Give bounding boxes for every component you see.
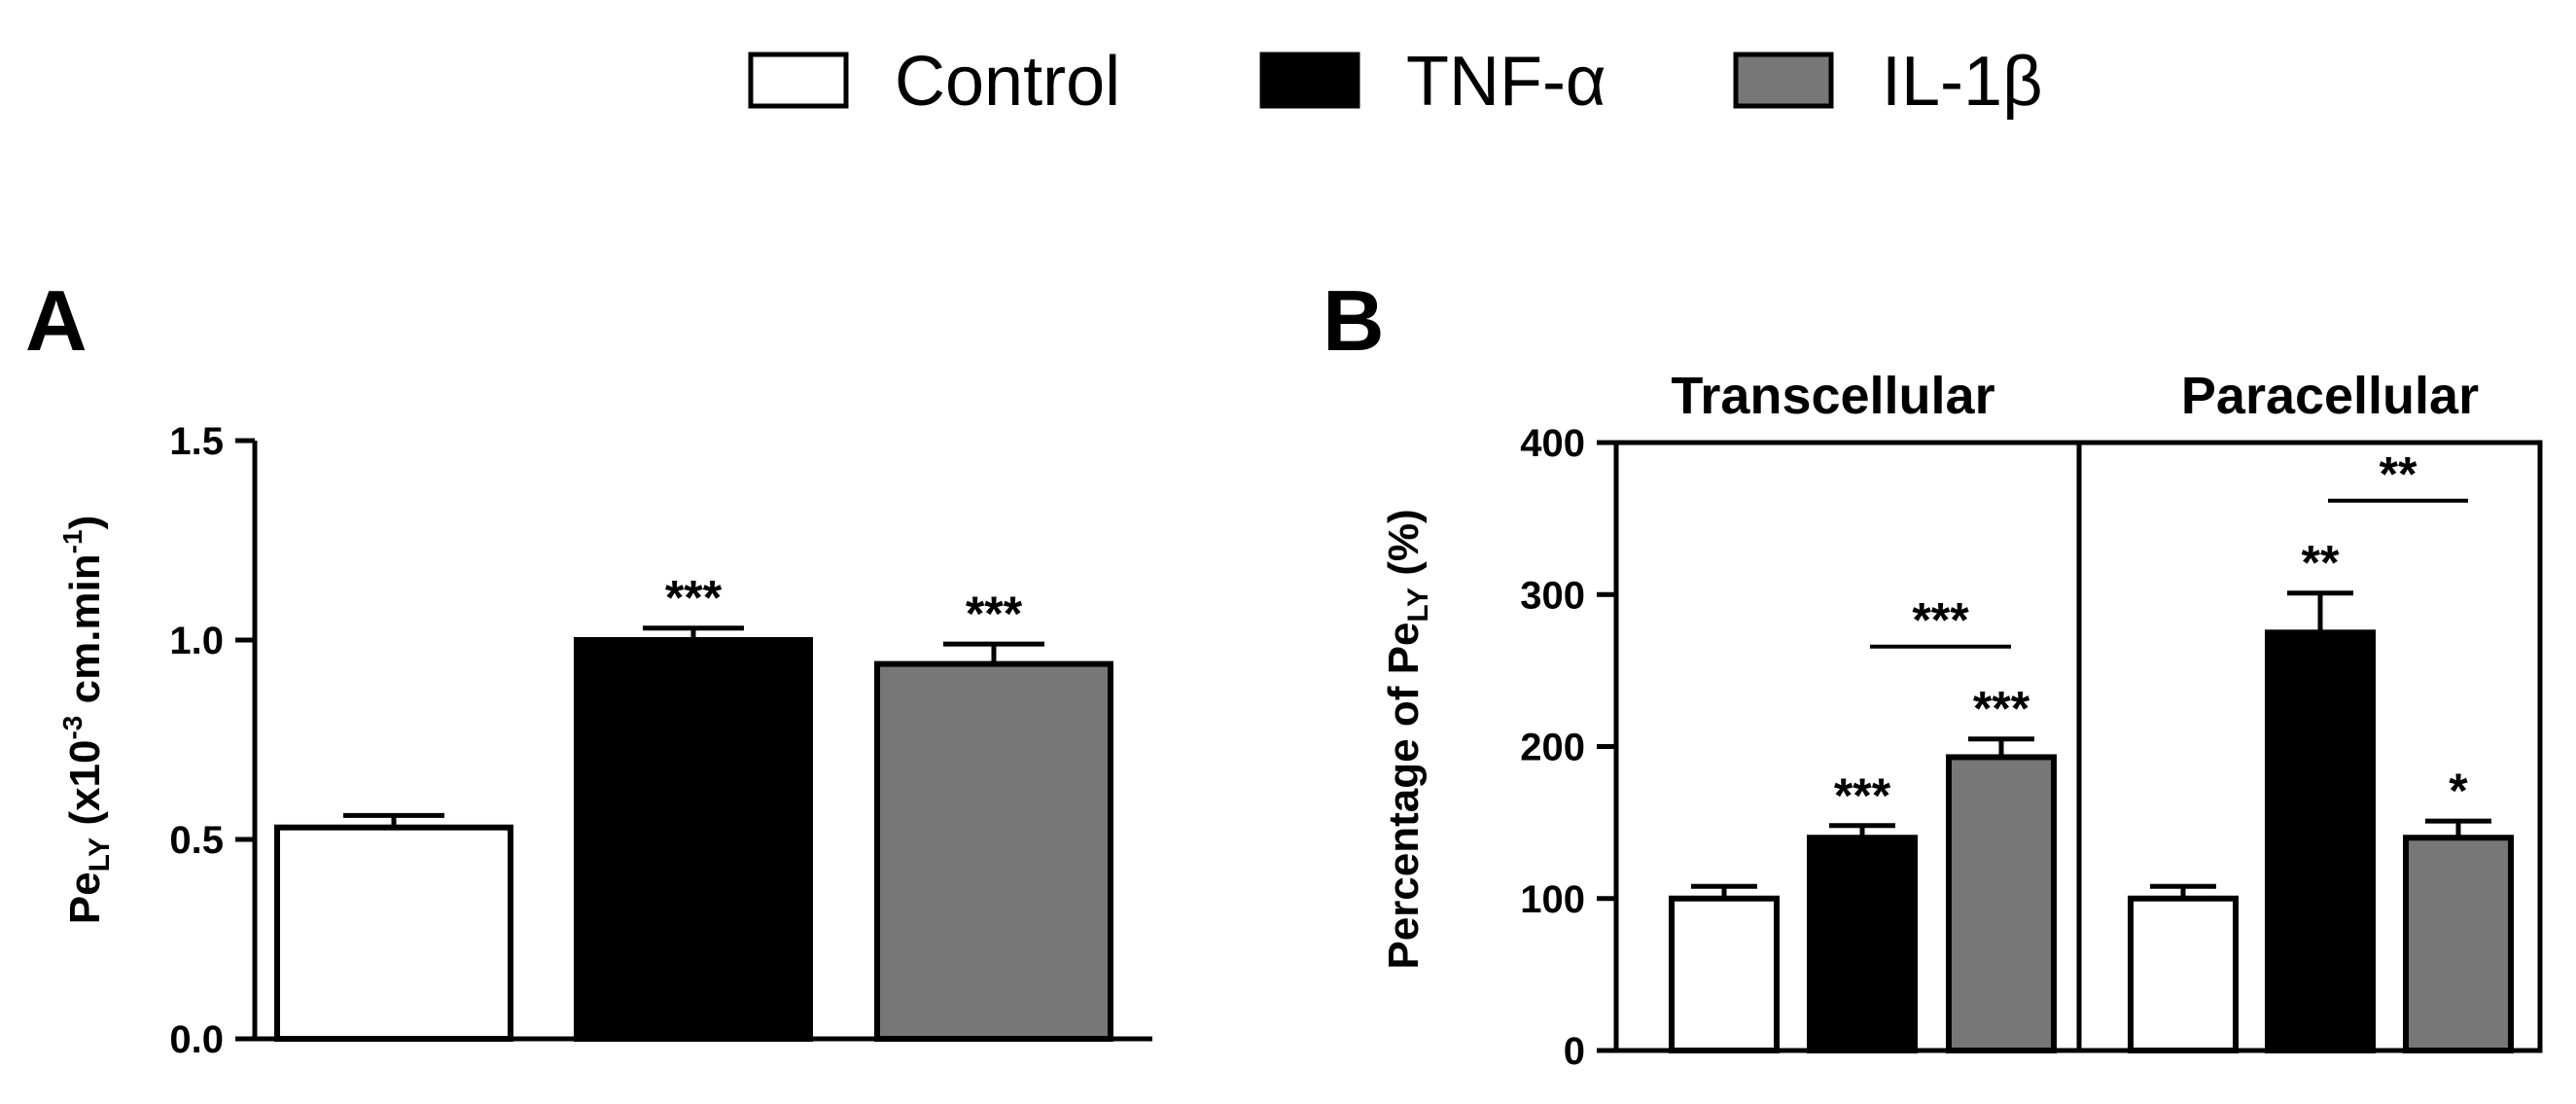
panel-b-significance-paracellular-tnf: **	[2302, 536, 2340, 590]
section-title-paracellular: Paracellular	[2181, 367, 2479, 425]
legend-swatch-tnf	[1259, 52, 1360, 109]
panel-b-y-axis-label: Percentage of PeLY (%)	[1380, 509, 1434, 969]
panel-a-y-tick-label: 0.5	[169, 819, 224, 862]
panel-b-bar-transcellular-tnf	[1807, 835, 1918, 1053]
panel-a-significance-tnf: ***	[665, 571, 723, 625]
panel-b-comparison-label-paracellular: **	[2380, 447, 2417, 502]
panel-b: B Transcellular Paracellular 0 100 200 300 4…	[1323, 272, 2543, 1073]
panel-b-y-tick-label: 400	[1520, 422, 1585, 465]
panel-a-bars: *** ***	[274, 571, 1113, 1043]
panel-b-bars: **************	[1669, 447, 2514, 1053]
panel-b-y-label-sub: LY	[1402, 588, 1434, 623]
panel-b-y-label-main: Percentage of Pe	[1380, 623, 1428, 970]
panel-a-y-label-close: )	[61, 516, 109, 530]
panel-b-comparison-label-transcellular: ***	[1912, 593, 1969, 648]
panel-b-significance-paracellular-il-1: *	[2449, 764, 2468, 818]
panel-b-significance-transcellular-tnf: ***	[1834, 768, 1891, 823]
panel-b-bar-paracellular-tnf	[2265, 629, 2376, 1053]
panel-b-bar-transcellular-il-1	[1946, 754, 2057, 1053]
panel-b-y-label-rest: (%)	[1380, 509, 1428, 588]
panel-b-y-tick-label: 100	[1520, 878, 1585, 921]
panel-b-letter: B	[1323, 272, 1385, 369]
panel-a-y-axis-label: PeLY (x10-3 cm.min-1)	[57, 516, 116, 924]
panel-a-y-ticks: 0.0 0.5 1.0 1.5	[169, 420, 255, 1061]
panel-a-y-label-rest: (x10	[61, 740, 109, 837]
panel-b-y-ticks: 0 100 200 300 400	[1520, 422, 1616, 1073]
panel-a-y-tick-label: 0.0	[169, 1018, 224, 1061]
panel-b-bar-paracellular-control	[2128, 895, 2239, 1053]
legend-label-control: Control	[895, 43, 1120, 121]
panel-b-y-tick-label: 300	[1520, 574, 1585, 617]
legend: Control TNF-α IL-1β	[748, 43, 2042, 121]
section-title-transcellular: Transcellular	[1671, 367, 1994, 425]
panel-a-y-label-rest2: cm.min	[61, 553, 109, 715]
panel-a-bar-il-1	[874, 660, 1113, 1042]
legend-swatch-il1b	[1733, 52, 1834, 109]
panel-b-significance-transcellular-il-1: ***	[1973, 682, 2030, 736]
legend-label-il1b: IL-1β	[1882, 43, 2042, 121]
panel-b-y-tick-label: 200	[1520, 727, 1585, 769]
panel-a-bar-tnf	[574, 637, 813, 1042]
panel-a-y-tick-label: 1.0	[169, 620, 224, 662]
panel-a-y-label-sub: LY	[84, 837, 116, 873]
legend-label-tnf: TNF-α	[1406, 43, 1606, 121]
panel-b-bar-transcellular-control	[1669, 895, 1780, 1053]
panel-a-y-label-exp: -3	[57, 716, 88, 740]
panel-b-y-tick-label: 0	[1564, 1030, 1585, 1073]
panel-a-y-label-exp2: -1	[57, 529, 88, 553]
panel-a-bar-control	[274, 824, 513, 1043]
panel-a-y-tick-label: 1.5	[169, 420, 224, 463]
legend-swatch-control	[748, 52, 849, 109]
panel-a-y-label-main: Pe	[61, 872, 109, 924]
panel-a-letter: A	[25, 272, 88, 369]
panel-b-bar-paracellular-il-1	[2403, 835, 2514, 1053]
panel-a-significance-il-1: ***	[966, 587, 1023, 641]
panel-a: A 0.0 0.5 1.0 1.5 PeLY (x10-3 cm.min-1) ***…	[25, 272, 1152, 1061]
